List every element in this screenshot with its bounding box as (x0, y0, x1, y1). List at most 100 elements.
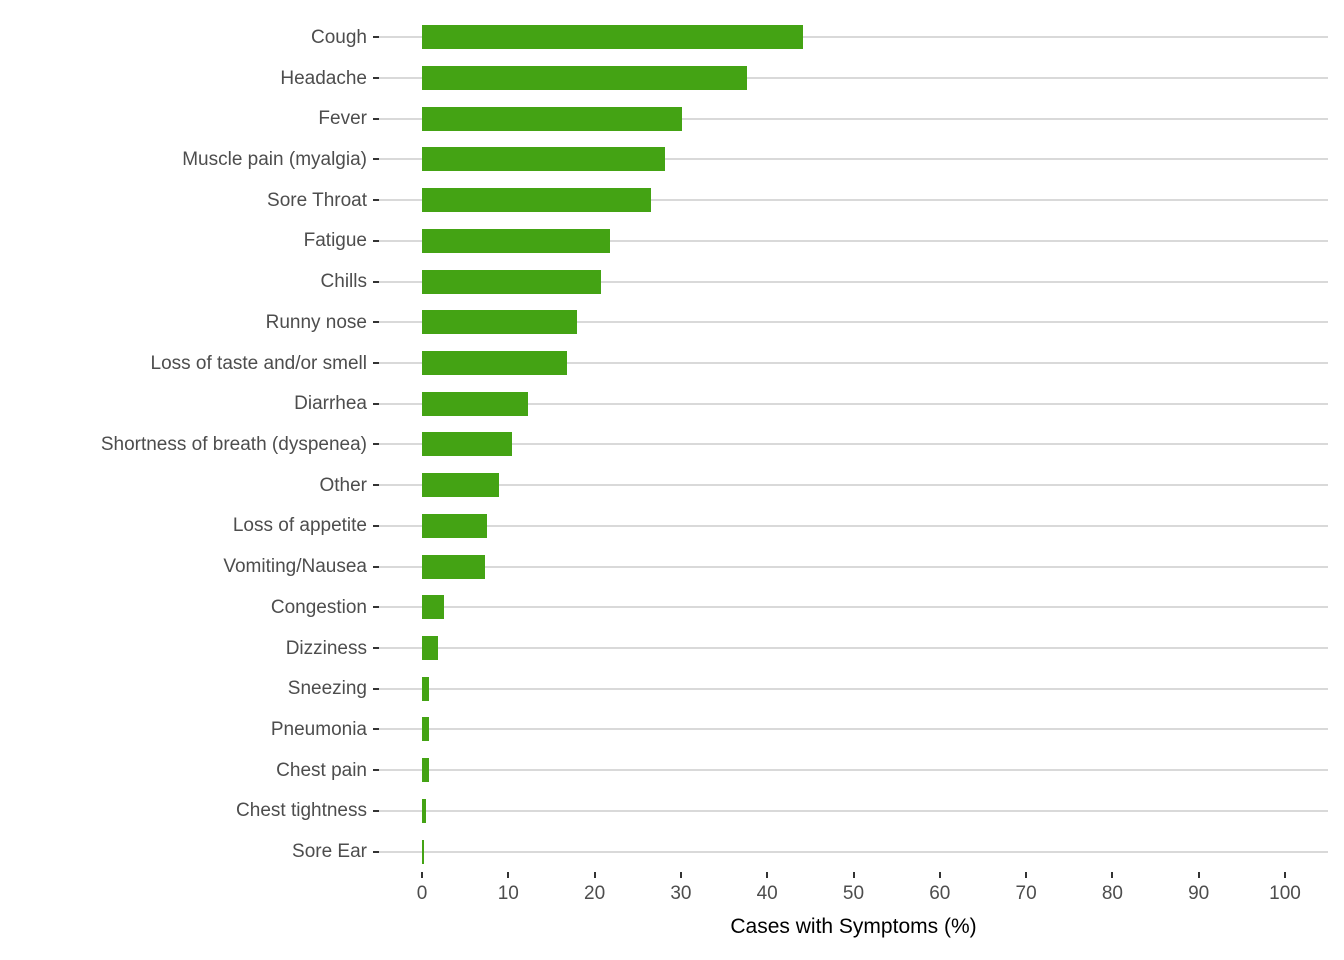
x-axis-tick (1284, 872, 1286, 878)
major-gridline (379, 484, 1328, 487)
x-tick-label: 90 (1188, 883, 1210, 904)
category-label: Dizziness (285, 637, 367, 659)
y-axis-tick (373, 280, 379, 283)
x-tick-label: 80 (1101, 883, 1123, 904)
category-label: Fatigue (303, 230, 367, 252)
chart-row: Chest pain (0, 750, 1344, 791)
y-axis-tick (373, 647, 379, 650)
chart-row: Runny nose (0, 302, 1344, 343)
y-axis-tick (373, 769, 379, 772)
chart-row: Congestion (0, 587, 1344, 628)
category-label: Sneezing (287, 678, 367, 700)
bar-loss-of-appetite (422, 513, 487, 538)
y-axis-tick (373, 524, 379, 527)
bar-other (422, 473, 499, 498)
bar-sore-ear (422, 839, 424, 864)
y-axis-tick (373, 36, 379, 39)
major-gridline (379, 199, 1328, 202)
major-gridline (379, 362, 1328, 365)
x-axis-tick (938, 872, 941, 878)
major-gridline (379, 443, 1328, 446)
category-label: Chest pain (276, 759, 367, 781)
major-gridline (379, 77, 1328, 80)
bar-vomiting-nausea (422, 554, 485, 579)
chart-row: Sneezing (0, 668, 1344, 709)
chart-row: Fatigue (0, 221, 1344, 262)
major-gridline (379, 728, 1328, 731)
x-tick-label: 10 (497, 883, 519, 904)
major-gridline (379, 280, 1328, 283)
major-gridline (379, 321, 1328, 324)
category-label: Cough (311, 26, 367, 48)
major-gridline (379, 524, 1328, 527)
major-gridline (379, 117, 1328, 120)
category-label: Diarrhea (294, 393, 367, 415)
major-gridline (379, 402, 1328, 405)
y-axis-tick (373, 239, 379, 242)
category-label: Vomiting/Nausea (223, 556, 367, 578)
category-label: Fever (318, 108, 367, 130)
major-gridline (379, 809, 1328, 812)
y-axis-tick (373, 565, 379, 568)
major-gridline (379, 36, 1328, 39)
x-axis-tick (679, 872, 682, 878)
bar-chest-tightness (422, 798, 427, 823)
x-axis-tick (766, 872, 769, 878)
x-tick-label: 20 (584, 883, 606, 904)
chart-row: Pneumonia (0, 709, 1344, 750)
bar-headache (422, 66, 748, 91)
x-tick-label: 0 (416, 883, 428, 904)
y-axis-tick (373, 321, 379, 324)
y-axis-tick (373, 362, 379, 365)
chart-row: Other (0, 465, 1344, 506)
category-label: Other (319, 474, 367, 496)
chart-row: Chest tightness (0, 791, 1344, 832)
x-tick-label: 30 (670, 883, 692, 904)
chart-row: Sore Ear (0, 831, 1344, 872)
chart-row: Headache (0, 58, 1344, 99)
chart-row: Fever (0, 98, 1344, 139)
bar-diarrhea (422, 391, 529, 416)
category-label: Congestion (270, 596, 367, 618)
x-tick-label: 40 (756, 883, 778, 904)
x-axis-tick (1197, 872, 1200, 878)
category-label: Sore Ear (292, 841, 367, 863)
major-gridline (379, 769, 1328, 772)
y-axis-tick (373, 158, 379, 161)
x-axis-tick (593, 872, 596, 878)
bar-dizziness (422, 636, 439, 661)
chart-row: Muscle pain (myalgia) (0, 139, 1344, 180)
category-label: Chest tightness (236, 800, 367, 822)
x-tick-label: 50 (842, 883, 865, 904)
x-axis-tick (1111, 872, 1114, 878)
y-axis-tick (373, 199, 379, 202)
chart-row: Vomiting/Nausea (0, 546, 1344, 587)
x-tick-label: 70 (1015, 883, 1037, 904)
chart-row: Sore Throat (0, 180, 1344, 221)
bar-sneezing (422, 676, 429, 701)
x-axis-tick (421, 872, 423, 878)
bar-pneumonia (422, 717, 429, 742)
bar-congestion (422, 595, 445, 620)
category-label: Shortness of breath (dyspenea) (100, 433, 367, 455)
major-gridline (379, 606, 1328, 609)
x-axis-tick (1025, 872, 1028, 878)
chart-row: Chills (0, 261, 1344, 302)
y-axis-tick (373, 402, 379, 405)
bar-chest-pain (422, 758, 429, 783)
x-tick-label: 100 (1269, 883, 1301, 904)
bar-sore-throat (422, 188, 651, 213)
y-axis-tick (373, 850, 379, 853)
major-gridline (379, 158, 1328, 161)
chart-row: Dizziness (0, 628, 1344, 669)
major-gridline (379, 565, 1328, 568)
x-axis-title: Cases with Symptoms (%) (730, 915, 977, 938)
x-axis-tick (852, 872, 855, 878)
major-gridline (379, 850, 1328, 853)
bar-muscle-pain-myalgia- (422, 147, 666, 172)
y-axis-tick (373, 606, 379, 609)
category-label: Sore Throat (267, 189, 367, 211)
major-gridline (379, 239, 1328, 242)
x-tick-label: 60 (929, 883, 951, 904)
